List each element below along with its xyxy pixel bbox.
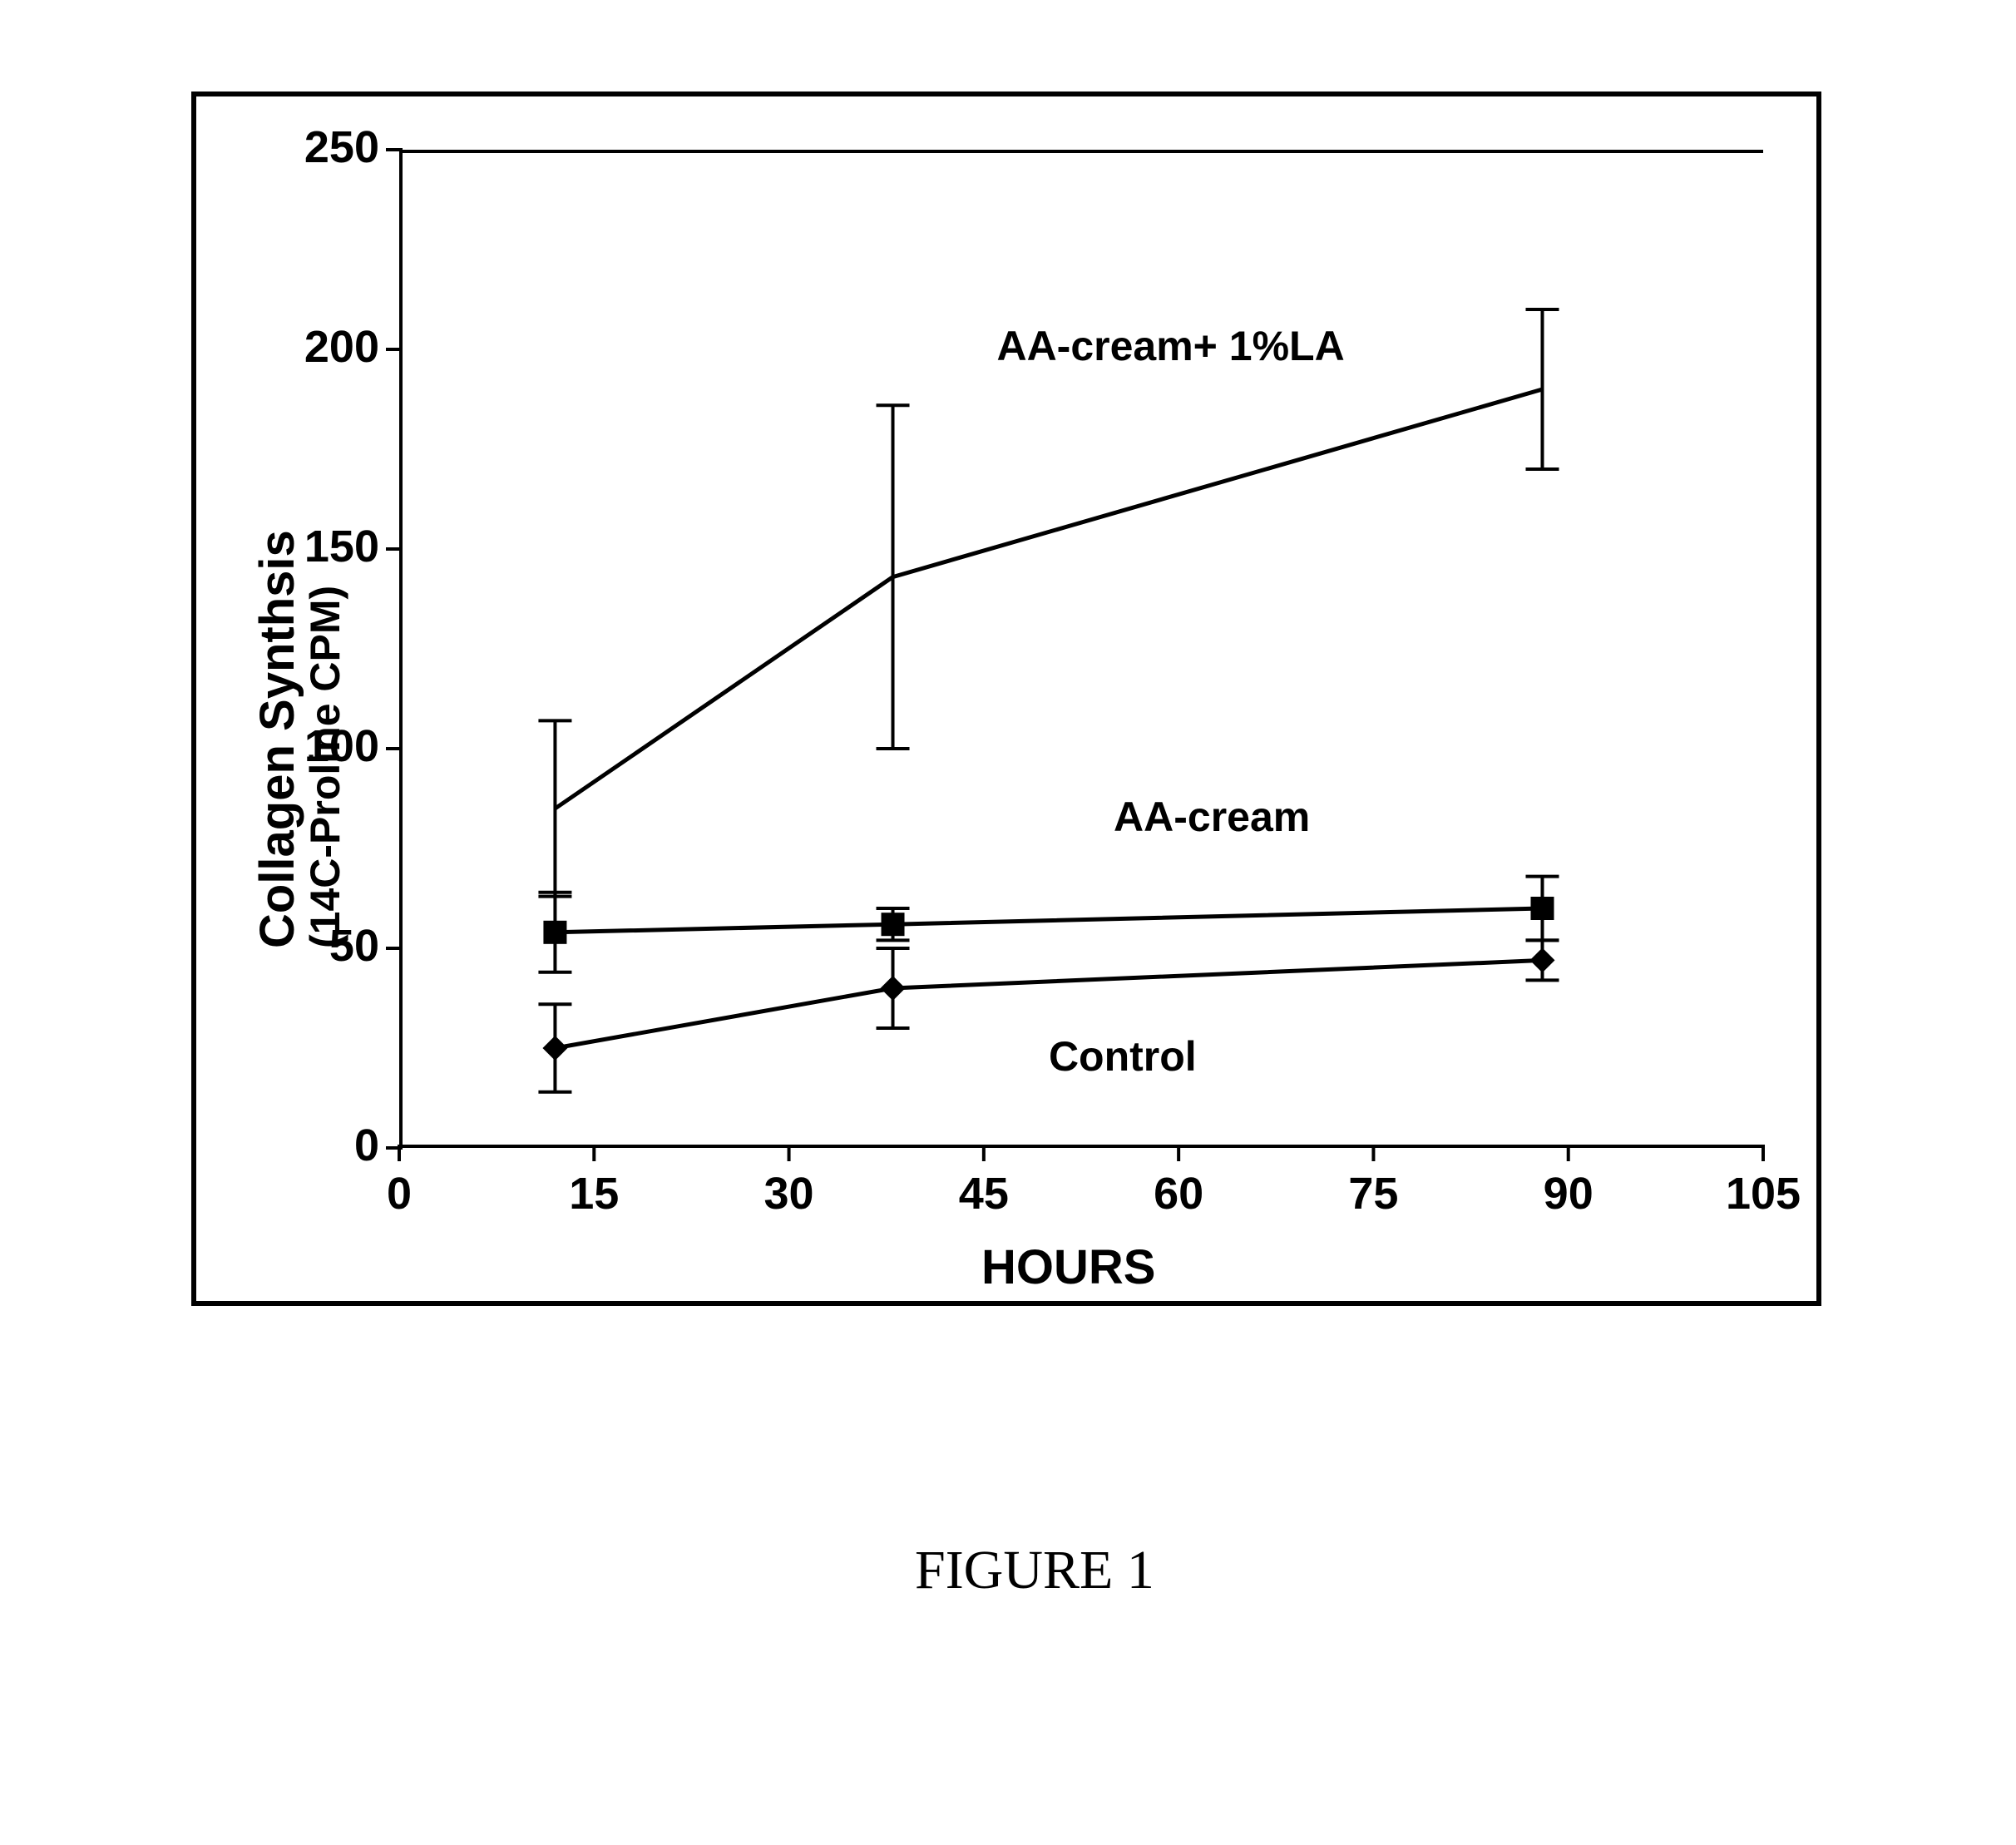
x-tick-label: 30 [748,1168,831,1219]
x-tick-label: 75 [1332,1168,1415,1219]
x-tick-label: 60 [1137,1168,1220,1219]
figure-caption: FIGURE 1 [915,1539,1154,1602]
y-tick-label: 250 [304,121,379,173]
y-tick-label: 50 [329,920,379,972]
x-tick-label: 15 [552,1168,635,1219]
y-tick-label: 150 [304,521,379,572]
x-tick-label: 90 [1527,1168,1610,1219]
y-tick-label: 0 [354,1120,379,1171]
page: Collagen Synthsis (14C-Proline CPM) HOUR… [0,0,2016,1845]
x-tick-label: 45 [942,1168,1025,1219]
series-annotation: AA-cream [1114,793,1310,841]
series-annotation: AA-cream+ 1%LA [996,322,1344,370]
x-tick-label: 0 [358,1168,441,1219]
x-tick-label: 105 [1722,1168,1805,1219]
series-annotation: Control [1049,1032,1197,1081]
y-tick-label: 100 [304,720,379,772]
y-tick-label: 200 [304,321,379,373]
